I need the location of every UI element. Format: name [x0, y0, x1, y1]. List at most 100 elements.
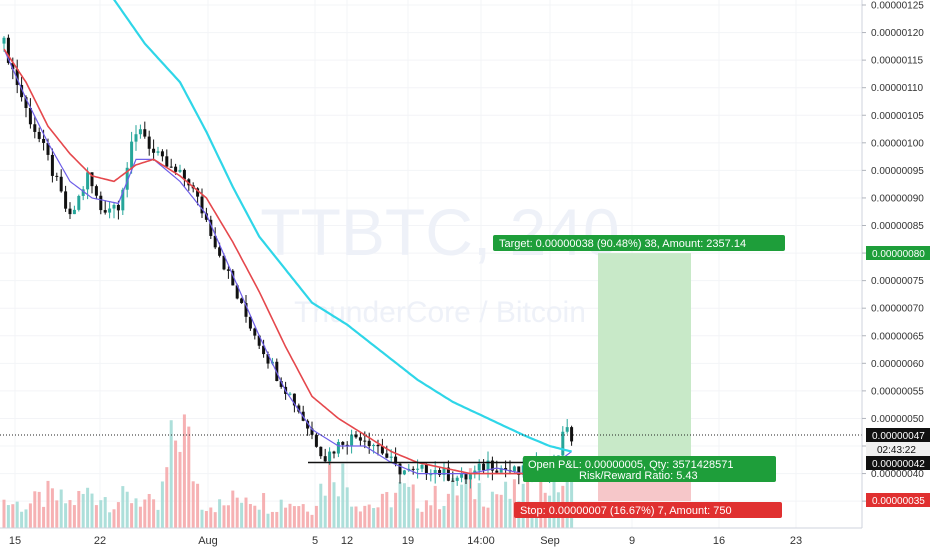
- candle: [429, 469, 433, 482]
- levels: [0, 434, 862, 464]
- candle: [323, 448, 327, 463]
- candle-body: [354, 434, 358, 438]
- volume-bar: [99, 500, 103, 528]
- candle-body: [565, 427, 569, 432]
- candle: [64, 185, 68, 212]
- x-tick-label: 15: [9, 535, 21, 547]
- candle-body: [495, 470, 499, 473]
- candle: [345, 441, 349, 455]
- volume-bar: [482, 506, 486, 528]
- ma-slow-line: [3, 48, 572, 475]
- candle-body: [169, 166, 173, 168]
- volume-bar: [64, 503, 68, 528]
- candle-body: [442, 467, 446, 475]
- volume-bar: [354, 506, 358, 528]
- candle: [240, 297, 244, 304]
- svg-text:0.00000035: 0.00000035: [872, 496, 925, 507]
- candle-body: [341, 441, 345, 445]
- volume-bar: [350, 506, 354, 528]
- candle: [94, 184, 98, 199]
- candle: [420, 464, 424, 473]
- candle: [156, 146, 160, 156]
- volume-bar: [332, 482, 336, 528]
- ma-fast-line: [3, 48, 572, 475]
- volume-bar: [178, 451, 182, 528]
- candle: [15, 59, 19, 94]
- volume-bar: [473, 499, 477, 528]
- candle: [77, 194, 81, 212]
- candle-body: [402, 470, 406, 475]
- candle: [411, 466, 415, 475]
- volume-bar: [363, 505, 367, 528]
- watermark-subtitle: ThunderCore / Bitcoin: [294, 296, 586, 329]
- stop-label[interactable]: Stop: 0.00000007 (16.67%) 7, Amount: 750: [514, 502, 782, 518]
- x-tick-label: 16: [713, 535, 725, 547]
- volume-bar: [235, 497, 239, 528]
- candle-body: [24, 97, 28, 108]
- candle-body: [253, 328, 257, 336]
- volume-bar: [94, 505, 98, 528]
- volume-bar: [402, 483, 406, 528]
- candle: [424, 463, 428, 480]
- candle: [160, 149, 164, 162]
- candle-body: [262, 345, 266, 355]
- volume-bar: [358, 511, 362, 528]
- entry-price-tag: 0.00000042: [866, 456, 930, 470]
- candle: [72, 205, 76, 215]
- candle-body: [240, 298, 244, 304]
- volume-bar: [125, 491, 129, 528]
- candle-body: [367, 440, 371, 447]
- volume-bar: [130, 503, 134, 528]
- volume-bar: [218, 499, 222, 528]
- candle: [438, 466, 442, 478]
- pnl-label[interactable]: Open P&L: 0.00000005, Qty: 3571428571 Ri…: [523, 456, 776, 482]
- candle: [81, 186, 85, 201]
- candle-body: [116, 204, 120, 211]
- candle-body: [209, 219, 213, 236]
- candle-body: [50, 154, 54, 176]
- candle: [570, 425, 574, 446]
- candle-body: [438, 470, 442, 475]
- candle-body: [235, 285, 239, 299]
- y-tick-label: 0.00000105: [871, 111, 924, 122]
- candle-body: [11, 62, 15, 70]
- candle-body: [160, 151, 164, 157]
- y-tick-label: 0.00000060: [871, 359, 924, 370]
- svg-text:02:43:22: 02:43:22: [877, 445, 916, 456]
- current-price-tag: 0.00000047: [866, 428, 930, 442]
- x-tick-label: 19: [402, 535, 414, 547]
- candle-body: [81, 189, 85, 196]
- y-tick-label: 0.00000055: [871, 386, 924, 397]
- open-pnl-text: Open P&L: 0.00000005, Qty: 3571428571: [528, 459, 734, 471]
- volume-bar: [103, 497, 107, 528]
- candle-body: [77, 195, 81, 210]
- volume-bar: [169, 420, 173, 528]
- y-tick-label: 0.00000100: [871, 138, 924, 149]
- candle: [33, 116, 37, 139]
- profit-zone[interactable]: [598, 253, 691, 463]
- candle-body: [103, 210, 107, 213]
- candle-body: [196, 188, 200, 197]
- volume-bar: [429, 505, 433, 528]
- volume-bar: [433, 485, 437, 528]
- volume-bar: [143, 499, 147, 528]
- y-tick-label: 0.00000070: [871, 304, 924, 315]
- volume-bar: [385, 492, 389, 528]
- candle: [433, 461, 437, 484]
- volume-bar: [446, 493, 450, 528]
- volume-bar: [138, 506, 142, 528]
- volume-bar: [407, 486, 411, 528]
- volume-bar: [284, 507, 288, 528]
- candle: [143, 121, 147, 139]
- volume-bar: [455, 495, 459, 528]
- candle: [517, 466, 521, 485]
- candle-body: [455, 477, 459, 481]
- volume-bar: [156, 509, 160, 528]
- target-label[interactable]: Target: 0.00000038 (90.48%) 38, Amount: …: [493, 235, 785, 251]
- candle-body: [46, 142, 50, 155]
- time-axis[interactable]: 15 22 Aug 5 12 19 14:00 Sep 9 16 23: [0, 527, 862, 547]
- candle: [165, 149, 169, 169]
- candle: [350, 429, 354, 454]
- candle-body: [182, 169, 186, 180]
